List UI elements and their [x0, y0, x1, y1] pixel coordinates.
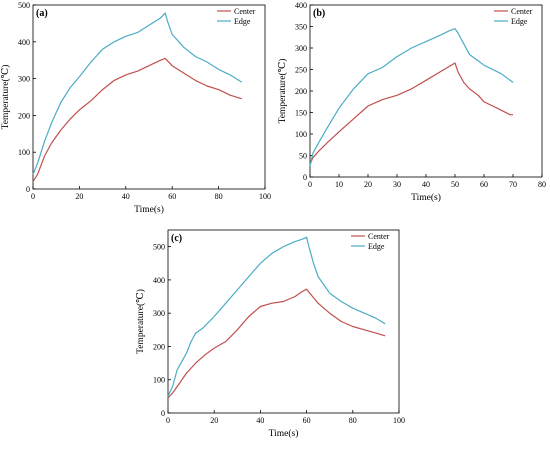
plot-frame [167, 229, 400, 414]
chart-panel-a: 0 20 40 60 80 100 0 100 200 300 400 500 Time(s) Tempe… [0, 1, 271, 215]
x-tick-label: 30 [393, 180, 401, 189]
series-line-edge [167, 236, 386, 397]
legend-label-center: Center [511, 7, 533, 16]
y-tick-label: 100 [153, 376, 165, 385]
legend-label-center: Center [368, 232, 390, 241]
x-tick-label: 100 [259, 192, 271, 201]
y-tick-label: 350 [295, 23, 307, 32]
y-axis-label: Temperature(℃) [277, 59, 288, 124]
y-tick-label: 100 [295, 130, 307, 139]
y-tick-label: 300 [153, 309, 165, 318]
plot-frame [309, 4, 543, 178]
series-line-center [32, 57, 242, 182]
x-tick-label: 60 [303, 416, 311, 425]
y-tick-label: 200 [18, 111, 30, 120]
x-tick-label: 60 [168, 192, 176, 201]
y-tick-label: 0 [26, 185, 30, 194]
y-tick-label: 250 [295, 66, 307, 75]
legend-label-center: Center [234, 7, 256, 16]
x-tick-label: 0 [31, 192, 35, 201]
x-tick-label: 20 [75, 192, 83, 201]
y-tick-label: 500 [18, 1, 30, 10]
series-line-edge [309, 28, 514, 167]
series-line-center [309, 62, 513, 165]
y-tick-label: 400 [295, 1, 307, 10]
x-tick-label: 10 [335, 180, 343, 189]
x-tick-label: 70 [509, 180, 517, 189]
x-axis-label: Time(s) [269, 428, 299, 439]
series-line-edge [32, 12, 243, 175]
y-axis-label: Temperature(℃) [135, 289, 146, 354]
y-tick-label: 400 [153, 276, 165, 285]
y-tick-label: 150 [295, 109, 307, 118]
x-tick-label: 60 [480, 180, 488, 189]
x-tick-label: 80 [538, 180, 546, 189]
series-line-center [167, 288, 386, 399]
x-tick-label: 20 [210, 416, 218, 425]
x-tick-label: 50 [451, 180, 459, 189]
x-tick-label: 100 [393, 416, 405, 425]
panel-label: (c) [171, 233, 182, 244]
y-tick-label: 300 [18, 75, 30, 84]
y-tick-label: 200 [295, 87, 307, 96]
y-tick-label: 100 [18, 148, 30, 157]
x-tick-label: 80 [215, 192, 223, 201]
legend-label-edge: Edge [234, 17, 251, 26]
x-tick-label: 0 [166, 416, 170, 425]
x-tick-label: 0 [308, 180, 312, 189]
y-tick-label: 0 [303, 173, 307, 182]
x-tick-label: 80 [349, 416, 357, 425]
y-tick-label: 200 [153, 342, 165, 351]
legend-label-edge: Edge [368, 242, 385, 251]
x-tick-label: 20 [364, 180, 372, 189]
y-tick-label: 300 [295, 44, 307, 53]
x-axis-label: Time(s) [411, 192, 441, 203]
panel-label: (a) [36, 8, 48, 19]
chart-panel-c: 0 20 40 60 80 100 0 100 200 300 400 500 Time(s) Tempe… [135, 229, 405, 439]
y-tick-label: 0 [161, 409, 165, 418]
x-tick-label: 40 [256, 416, 264, 425]
y-axis-label: Temperature(℃) [0, 65, 11, 130]
y-tick-label: 400 [18, 38, 30, 47]
panel-label: (b) [313, 8, 325, 19]
x-tick-label: 40 [422, 180, 430, 189]
plot-frame [32, 4, 266, 190]
x-tick-label: 40 [122, 192, 130, 201]
x-axis-label: Time(s) [134, 204, 164, 215]
legend-label-edge: Edge [511, 17, 528, 26]
y-tick-label: 50 [299, 152, 307, 161]
y-tick-label: 500 [153, 243, 165, 252]
chart-panel-b: 0 10 20 30 40 50 60 70 80 0 50 100 150 200 250 300 350 40… [277, 1, 546, 203]
